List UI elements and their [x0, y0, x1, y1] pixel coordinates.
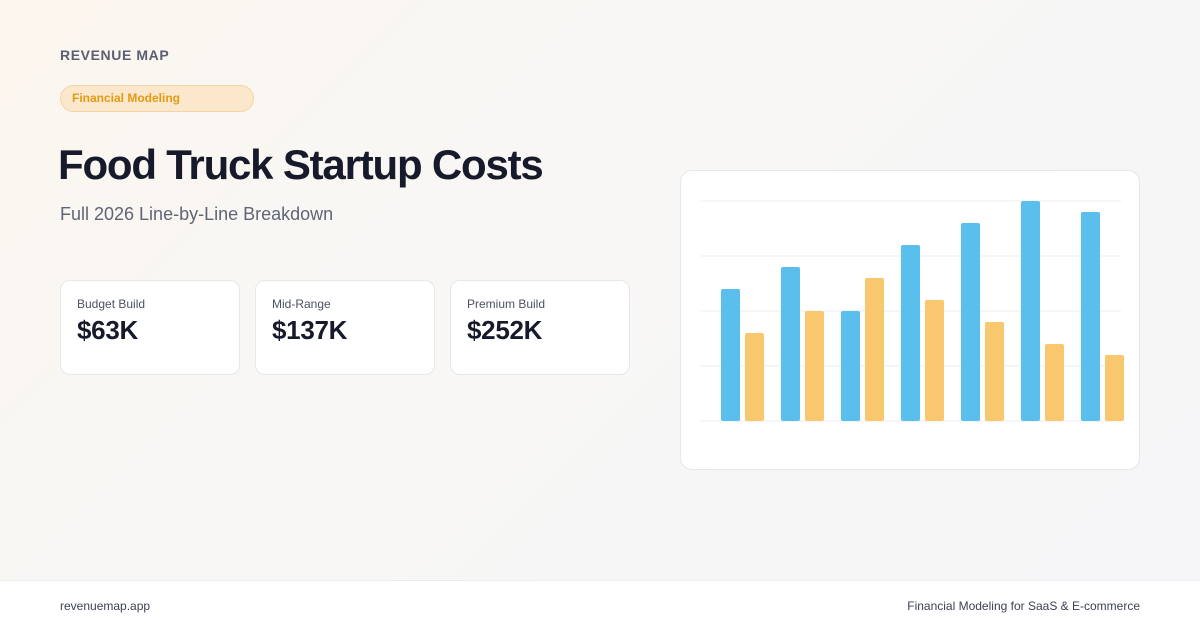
- chart-bar-series-2: [985, 322, 1004, 421]
- brand-name: REVENUE MAP: [60, 47, 170, 63]
- stat-label: Mid-Range: [272, 297, 331, 311]
- stat-value: $63K: [77, 315, 138, 345]
- chart-bar-series-1: [1021, 201, 1040, 421]
- chart-bar-series-2: [745, 333, 764, 421]
- stat-card-budget: Budget Build $63K: [60, 280, 240, 375]
- stat-card-mid-range: Mid-Range $137K: [255, 280, 435, 375]
- chart-bar-series-1: [841, 311, 860, 421]
- stat-card-premium: Premium Build $252K: [450, 280, 630, 375]
- chart-bar-series-1: [721, 289, 740, 421]
- chart-bar-series-1: [961, 223, 980, 421]
- chart-bar-series-2: [865, 278, 884, 421]
- footer: revenuemap.app Financial Modeling for Sa…: [0, 580, 1200, 631]
- chart-bar-series-2: [805, 311, 824, 421]
- footer-site: revenuemap.app: [60, 599, 151, 613]
- chart-bar-series-1: [781, 267, 800, 421]
- chart-bar-series-2: [1045, 344, 1064, 421]
- page-subtitle: Full 2026 Line-by-Line Breakdown: [60, 204, 334, 224]
- chart-bar-series-2: [1105, 355, 1124, 421]
- footer-tagline: Financial Modeling for SaaS & E-commerce: [907, 599, 1140, 613]
- chart-bar-series-1: [1081, 212, 1100, 421]
- bar-chart: [701, 200, 1124, 422]
- chart-bar-series-1: [901, 245, 920, 421]
- bar-chart-panel: [680, 170, 1140, 470]
- page-title: Food Truck Startup Costs: [58, 141, 544, 188]
- stat-label: Premium Build: [467, 297, 546, 311]
- stat-value: $137K: [272, 315, 348, 345]
- stat-value: $252K: [467, 315, 543, 345]
- chart-bar-series-2: [925, 300, 944, 421]
- category-badge: Financial Modeling: [60, 85, 254, 112]
- stat-label: Budget Build: [77, 297, 146, 311]
